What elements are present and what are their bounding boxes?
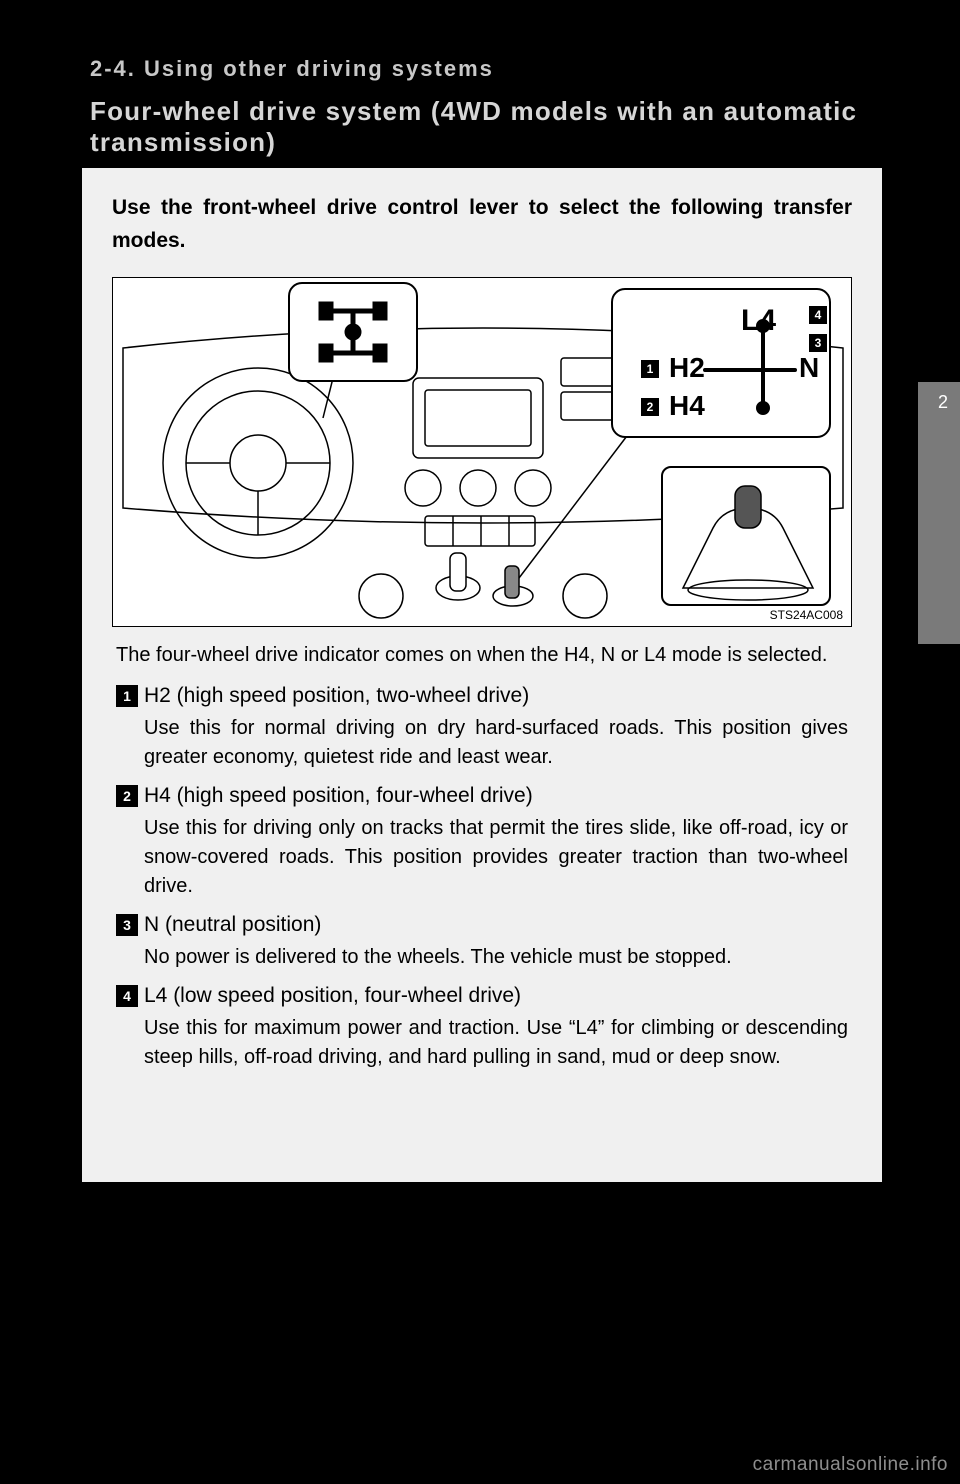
mode-item-l4: 4 L4 (low speed position, four-wheel dri… [116, 984, 848, 1072]
mode-item-h4: 2 H4 (high speed position, four-wheel dr… [116, 784, 848, 901]
content-box: Use the front-wheel drive control lever … [82, 168, 882, 1182]
mode-desc-h4: Use this for driving only on tracks that… [144, 814, 848, 901]
mode-desc-h2: Use this for normal driving on dry hard-… [144, 714, 848, 772]
chapter-tab: 2 [918, 382, 960, 644]
mode-desc-l4: Use this for maximum power and traction.… [144, 1014, 848, 1072]
mode-title-h4: H4 (high speed position, four-wheel driv… [144, 784, 533, 808]
mode-item-n: 3 N (neutral position) No power is deliv… [116, 913, 848, 972]
chip-3: 3 [809, 334, 827, 352]
shift-n-label: N [799, 352, 819, 384]
mode-num-3: 3 [116, 914, 138, 936]
mode-title-h2: H2 (high speed position, two-wheel drive… [144, 684, 529, 708]
mode-title-l4: L4 (low speed position, four-wheel drive… [144, 984, 521, 1008]
page-header: 2-4. Using other driving systems Four-wh… [0, 0, 960, 158]
shift-l4-label: L4 [741, 304, 776, 338]
watermark: carmanualsonline.info [753, 1454, 948, 1476]
chapter-tab-number: 2 [938, 392, 948, 413]
mode-item-h2: 1 H2 (high speed position, two-wheel dri… [116, 684, 848, 772]
drivetrain-icon [313, 297, 393, 367]
shift-lever-inset [661, 466, 831, 606]
mode-num-2: 2 [116, 785, 138, 807]
page-title: Four-wheel drive system (4WD models with… [90, 96, 960, 158]
mode-num-1: 1 [116, 685, 138, 707]
intro-text: Use the front-wheel drive control lever … [112, 192, 852, 257]
mode-num-4: 4 [116, 985, 138, 1007]
figure-code: STS24AC008 [770, 608, 843, 622]
chip-2: 2 [641, 398, 659, 416]
dashboard-figure: L4 H2 H4 N 1 2 3 4 STS24AC008 [112, 277, 852, 627]
mode-desc-n: No power is delivered to the wheels. The… [144, 943, 848, 972]
chip-1: 1 [641, 360, 659, 378]
shift-h2-label: H2 [669, 352, 705, 384]
chip-4: 4 [809, 306, 827, 324]
drivetrain-icon-balloon [288, 282, 418, 382]
mode-title-n: N (neutral position) [144, 913, 321, 937]
section-number: 2-4. Using other driving systems [90, 56, 960, 82]
shift-pattern-panel: L4 H2 H4 N 1 2 3 4 [611, 288, 831, 438]
figure-caption: The four-wheel drive indicator comes on … [116, 641, 848, 670]
shift-h4-label: H4 [669, 390, 705, 422]
shift-lever-svg [663, 468, 833, 608]
